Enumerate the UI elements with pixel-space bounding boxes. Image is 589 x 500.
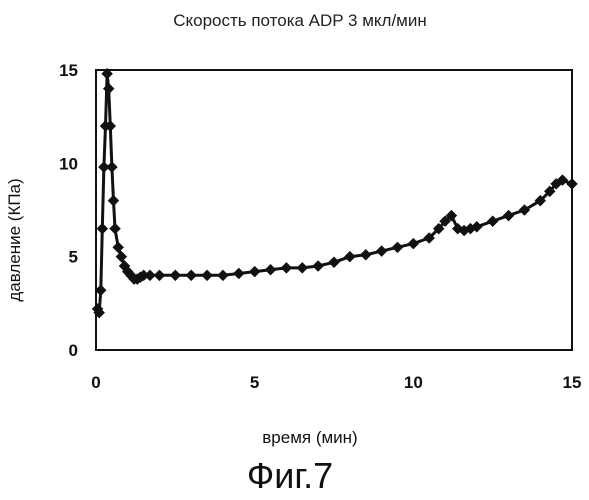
data-point bbox=[297, 262, 308, 273]
data-point bbox=[408, 238, 419, 249]
data-point bbox=[113, 242, 124, 253]
data-point bbox=[103, 83, 114, 94]
data-point bbox=[376, 246, 387, 257]
y-tick-label: 10 bbox=[59, 154, 78, 173]
data-point bbox=[344, 251, 355, 262]
data-point bbox=[154, 270, 165, 281]
y-axis-ticks: 0 5 10 15 bbox=[59, 61, 78, 360]
series-line bbox=[98, 74, 572, 313]
figure-caption: Фиг.7 bbox=[247, 455, 333, 496]
y-tick-label: 0 bbox=[69, 341, 78, 360]
data-point bbox=[202, 270, 213, 281]
data-point bbox=[249, 266, 260, 277]
data-point bbox=[360, 249, 371, 260]
y-axis-label: давление (КПа) bbox=[5, 178, 24, 301]
x-axis-ticks: 0 5 10 15 bbox=[91, 373, 581, 392]
data-point bbox=[265, 264, 276, 275]
data-point bbox=[329, 257, 340, 268]
data-point bbox=[313, 261, 324, 272]
chart-title: Скорость потока ADP 3 мкл/мин bbox=[173, 11, 427, 30]
data-point bbox=[110, 223, 121, 234]
x-axis-label: время (мин) bbox=[262, 428, 357, 447]
data-point bbox=[281, 262, 292, 273]
data-point bbox=[106, 162, 117, 173]
data-point bbox=[217, 270, 228, 281]
x-tick-label: 10 bbox=[404, 373, 423, 392]
y-tick-label: 15 bbox=[59, 61, 78, 80]
plot-area bbox=[92, 68, 577, 350]
data-point bbox=[186, 270, 197, 281]
x-tick-label: 0 bbox=[91, 373, 100, 392]
series-layer bbox=[92, 68, 577, 318]
y-tick-label: 5 bbox=[69, 248, 78, 267]
data-point bbox=[116, 251, 127, 262]
x-tick-label: 5 bbox=[250, 373, 259, 392]
data-point bbox=[170, 270, 181, 281]
data-point bbox=[392, 242, 403, 253]
data-point bbox=[503, 210, 514, 221]
plot-frame bbox=[96, 70, 572, 350]
data-point bbox=[487, 216, 498, 227]
data-point bbox=[233, 268, 244, 279]
x-tick-label: 15 bbox=[563, 373, 582, 392]
data-point bbox=[97, 223, 108, 234]
data-point bbox=[108, 195, 119, 206]
